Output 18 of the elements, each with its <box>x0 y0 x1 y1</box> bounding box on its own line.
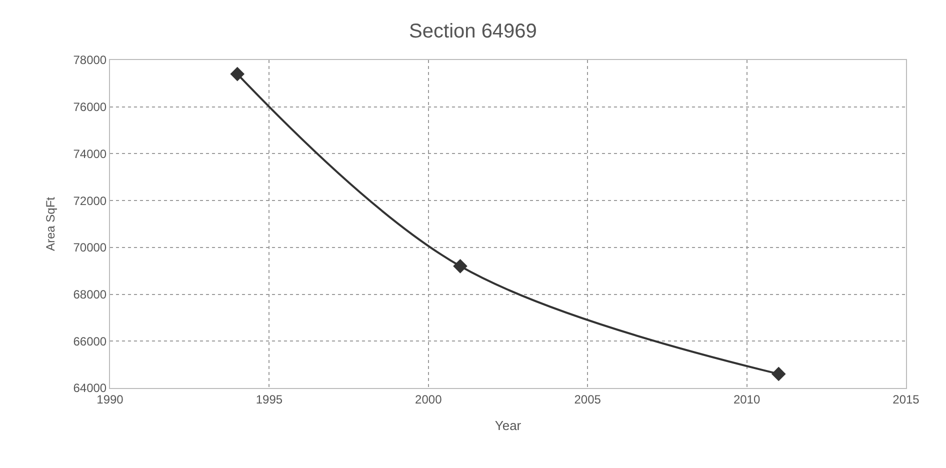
point <box>771 366 786 382</box>
y-tick-label: 72000 <box>73 194 107 208</box>
point <box>230 66 245 82</box>
y-tick-label: 74000 <box>73 146 107 161</box>
point <box>453 259 468 274</box>
x-tick-label: 2015 <box>892 392 920 406</box>
x-tick-label: 2005 <box>574 392 602 406</box>
y-tick-label: 76000 <box>73 100 107 114</box>
y-tick-label: 78000 <box>73 53 107 68</box>
chart-title: Section 64969 <box>409 20 537 42</box>
x-axis-title: Year <box>494 418 522 433</box>
y-tick-label: 70000 <box>73 240 107 255</box>
y-axis-title: Area SqFt <box>44 196 58 252</box>
x-tick-label: 2000 <box>415 392 442 406</box>
y-tick-label: 68000 <box>73 287 107 302</box>
y-tick-label: 66000 <box>73 334 107 348</box>
x-tick-label: 2010 <box>733 392 760 406</box>
x-tick-label: 1995 <box>256 392 283 406</box>
